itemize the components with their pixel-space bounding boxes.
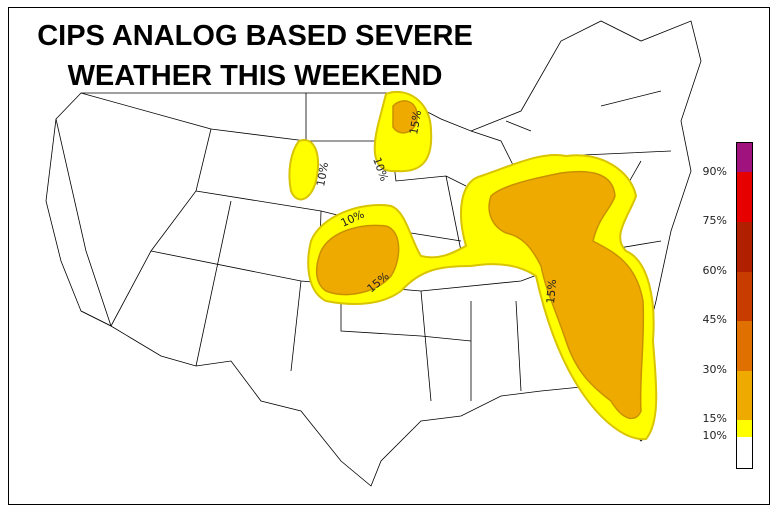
colorbar-tick: 60% (702, 264, 727, 277)
contour-15-north (392, 100, 418, 134)
contour-15-ohio-southeast (488, 170, 645, 420)
colorbar-10-15 (737, 420, 752, 437)
contour-label: 15% (407, 109, 424, 135)
colorbar (736, 142, 753, 469)
contour-10-nebraska (288, 139, 319, 201)
contour-label: 15% (544, 279, 559, 304)
colorbar-tick: 15% (702, 412, 727, 425)
colorbar-90-100 (737, 143, 752, 172)
colorbar-60-75 (737, 222, 752, 272)
map-title: CIPS ANALOG BASED SEVERE WEATHER THIS WE… (30, 16, 480, 96)
colorbar-tick: 45% (702, 313, 727, 326)
colorbar-tick: 90% (702, 165, 727, 178)
us-map: 10% 10% 10% 15% 15% 15% (45, 20, 702, 487)
title-line-1: CIPS ANALOG BASED SEVERE (37, 20, 473, 52)
colorbar-75-90 (737, 172, 752, 222)
colorbar-tick: 30% (702, 363, 727, 376)
map-panel: 10% 10% 10% 15% 15% 15% (8, 7, 770, 505)
colorbar-tick: 10% (702, 429, 727, 442)
title-line-2: WEATHER THIS WEEKEND (67, 60, 443, 92)
probability-contours (288, 90, 658, 441)
contour-15-kansas (316, 224, 400, 296)
colorbar-15-30 (737, 371, 752, 420)
colorbar-30-45 (737, 321, 752, 371)
contour-label: 10% (314, 161, 331, 187)
colorbar-45-60 (737, 272, 752, 321)
colorbar-tick: 75% (702, 214, 727, 227)
